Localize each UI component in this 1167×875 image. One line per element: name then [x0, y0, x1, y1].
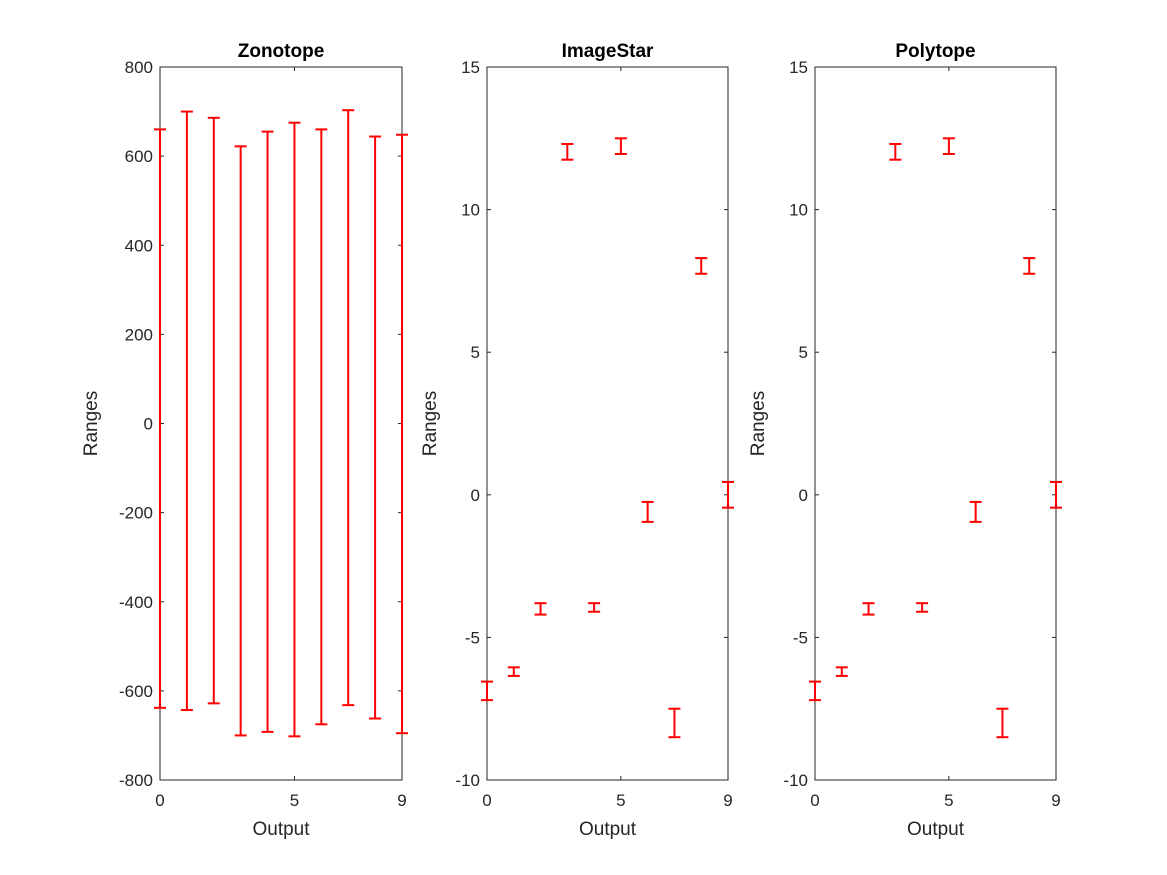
y-tick-label: 400	[125, 236, 153, 255]
x-tick-label: 0	[482, 791, 491, 810]
error-bar-output-6	[641, 500, 654, 523]
error-bar-output-9	[722, 480, 734, 509]
y-tick-label: 600	[125, 147, 153, 166]
error-bar-output-2	[862, 602, 875, 616]
y-tick-label: -800	[119, 771, 153, 790]
error-bar-output-8	[695, 257, 708, 275]
chart-title: Zonotope	[238, 41, 325, 62]
y-tick-label: 5	[799, 343, 808, 362]
error-bar-output-8	[369, 135, 382, 720]
y-tick-label: 10	[461, 201, 480, 220]
y-tick-label: 5	[471, 343, 480, 362]
x-tick-label: 5	[944, 791, 953, 810]
plot-area-box	[814, 66, 1057, 781]
error-bar-output-1	[507, 666, 520, 677]
y-axis-label: Ranges	[420, 391, 441, 457]
error-bar-output-5	[288, 121, 301, 738]
chart-title: Polytope	[895, 41, 975, 62]
y-tick-label: 200	[125, 325, 153, 344]
error-bar-output-5	[614, 137, 627, 155]
error-bar-output-4	[916, 602, 929, 613]
y-tick-label: 0	[799, 486, 808, 505]
x-tick-label: 9	[1051, 791, 1060, 810]
x-axis-label: Output	[252, 819, 310, 840]
y-tick-label: -5	[465, 628, 480, 647]
error-bar-output-4	[261, 130, 274, 733]
y-tick-label: 10	[789, 201, 808, 220]
y-axis-label: Ranges	[748, 391, 769, 457]
x-axis-label: Output	[579, 819, 637, 840]
chart-panel-1: -800 -600 -400 -200 0 200 400 600 800 0 5 9 Zonotope…	[81, 41, 408, 840]
error-bar-output-9	[396, 133, 408, 735]
error-bar-output-8	[1023, 257, 1036, 275]
y-tick-label: -10	[455, 771, 480, 790]
y-tick-label: 800	[125, 58, 153, 77]
error-bar-output-3	[234, 145, 247, 737]
error-bar-output-6	[969, 500, 982, 523]
error-bar-output-1	[835, 666, 848, 677]
y-axis-label: Ranges	[81, 391, 102, 457]
y-tick-label: 15	[461, 58, 480, 77]
y-tick-label: -600	[119, 682, 153, 701]
plot-area-box	[159, 66, 403, 781]
y-tick-label: 0	[144, 415, 153, 434]
error-bar-output-7	[342, 109, 355, 707]
error-bar-output-7	[996, 707, 1009, 739]
x-tick-label: 5	[290, 791, 299, 810]
error-bar-output-1	[180, 110, 193, 712]
x-tick-label: 0	[810, 791, 819, 810]
error-bar-output-0	[809, 680, 821, 702]
plot-area-box	[486, 66, 729, 781]
error-bar-output-7	[668, 707, 681, 739]
y-tick-label: -10	[783, 771, 808, 790]
error-bar-output-0	[154, 128, 166, 709]
x-tick-label: 9	[397, 791, 406, 810]
x-tick-label: 0	[155, 791, 164, 810]
y-tick-label: 0	[471, 486, 480, 505]
x-tick-label: 9	[723, 791, 732, 810]
error-bar-output-2	[534, 602, 547, 616]
error-bar-output-3	[889, 143, 902, 161]
error-bar-output-0	[481, 680, 493, 702]
error-bar-output-5	[942, 137, 955, 155]
error-bar-output-6	[315, 128, 328, 726]
y-tick-label: -200	[119, 504, 153, 523]
error-bar-output-9	[1050, 480, 1062, 509]
x-axis-label: Output	[907, 819, 965, 840]
error-bar-output-3	[561, 143, 574, 161]
chart-panel-3: -10 -5 0 5 10 15 0 5 9 Polytope Output Ranges	[748, 41, 1062, 840]
chart-panel-2: -10 -5 0 5 10 15 0 5 9 ImageStar Output Ranges	[420, 41, 734, 840]
x-tick-label: 5	[616, 791, 625, 810]
error-bar-output-2	[207, 116, 220, 705]
y-tick-label: -400	[119, 593, 153, 612]
y-tick-label: 15	[789, 58, 808, 77]
error-bar-output-4	[588, 602, 601, 613]
y-tick-label: -5	[793, 628, 808, 647]
chart-title: ImageStar	[562, 41, 654, 62]
